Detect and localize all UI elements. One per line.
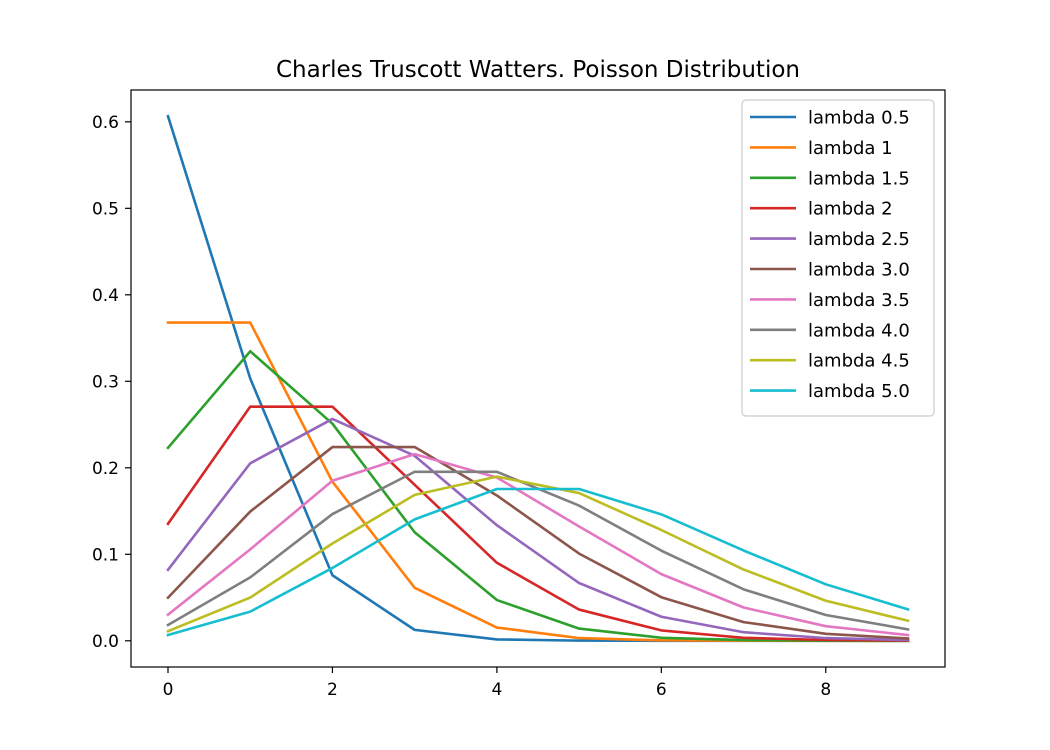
legend-label-2: lambda 1.5: [808, 168, 910, 189]
series-line-6: [166, 452, 910, 637]
legend-label-5: lambda 3.0: [808, 260, 910, 281]
series-line-3: [166, 405, 910, 642]
series-line-8: [166, 475, 910, 633]
y-tick-label: 0.3: [92, 372, 119, 392]
legend-label-1: lambda 1: [808, 138, 893, 159]
x-tick-label: 2: [327, 680, 338, 700]
legend-label-8: lambda 4.5: [808, 351, 910, 372]
x-tick-label: 4: [491, 680, 502, 700]
series-line-9: [166, 487, 910, 637]
x-tick-label: 6: [656, 680, 667, 700]
y-axis: 0.0 0.1 0.2 0.3 0.4 0.5 0.6: [92, 113, 131, 652]
series-line-2: [166, 349, 910, 643]
legend-label-7: lambda 4.0: [808, 320, 910, 341]
x-tick-label: 8: [820, 680, 831, 700]
y-tick-label: 0.2: [92, 459, 119, 479]
axes-frame: [130, 89, 946, 668]
legend-label-3: lambda 2: [808, 199, 893, 220]
legend-label-0: lambda 0.5: [808, 108, 910, 129]
legend: lambda 0.5 lambda 1 lambda 1.5 lambda 2 lamb…: [741, 99, 935, 417]
legend-label-4: lambda 2.5: [808, 229, 910, 250]
legend-label-9: lambda 5.0: [808, 381, 910, 402]
y-tick-label: 0.4: [92, 286, 119, 306]
series-layer: [166, 114, 910, 643]
series-line-4: [166, 417, 910, 642]
plot-area: 0 2 4 6 8 0.0 0.1 0.2 0.3 0.4 0.5 0.6: [92, 89, 946, 700]
x-axis: 0 2 4 6 8: [163, 667, 831, 700]
legend-label-6: lambda 3.5: [808, 290, 910, 311]
y-tick-label: 0.1: [92, 545, 119, 565]
chart-title: Charles Truscott Watters. Poisson Distri…: [276, 57, 800, 83]
x-tick-label: 0: [163, 680, 174, 700]
y-tick-label: 0.0: [92, 632, 119, 652]
y-tick-label: 0.5: [92, 199, 119, 219]
series-line-5: [166, 445, 910, 640]
y-tick-label: 0.6: [92, 113, 119, 133]
